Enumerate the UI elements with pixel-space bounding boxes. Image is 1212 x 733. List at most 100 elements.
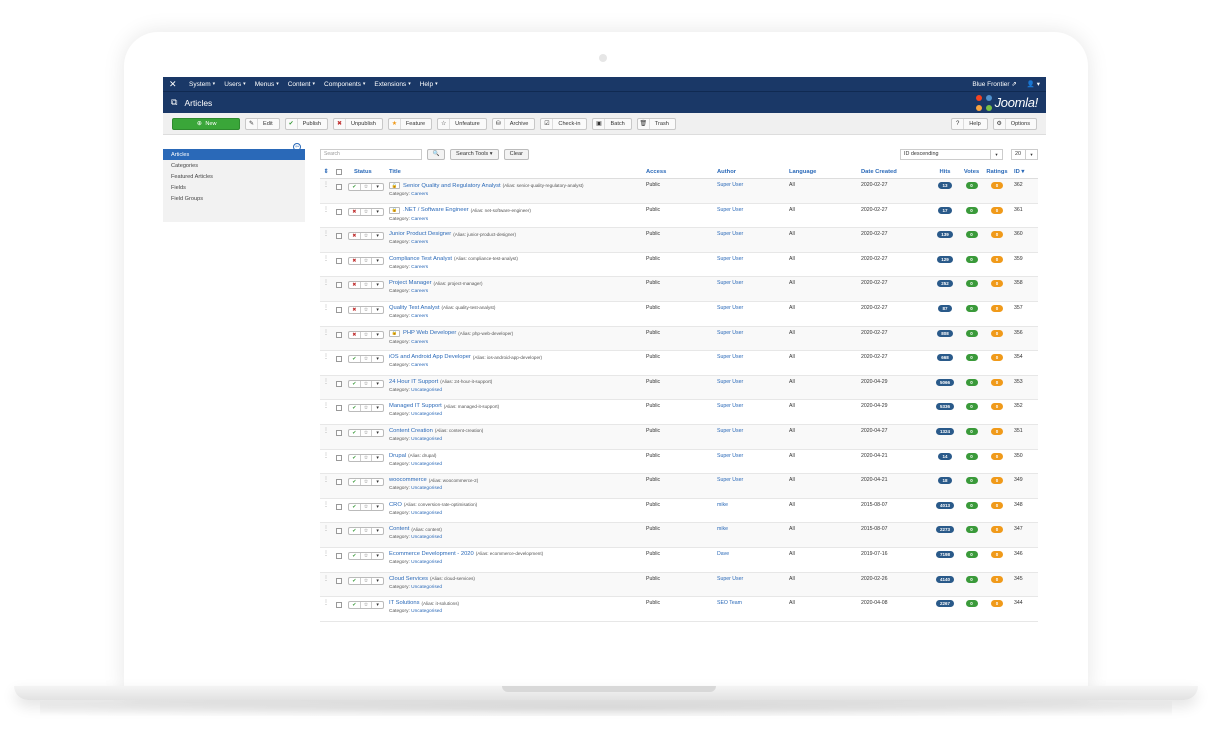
featured-toggle-icon[interactable]: ☆ xyxy=(361,479,373,486)
drag-handle-icon[interactable]: ⋮ xyxy=(323,550,329,557)
actions-dropdown-icon[interactable]: ▾ xyxy=(376,356,379,363)
article-title-link[interactable]: Junior Product Designer xyxy=(389,231,452,238)
options-button[interactable]: ⚙ Options xyxy=(992,117,1037,130)
article-title-link[interactable]: CRO xyxy=(389,501,402,508)
featured-toggle-icon[interactable]: ☆ xyxy=(361,552,373,559)
drag-handle-icon[interactable]: ⋮ xyxy=(323,427,329,434)
clear-button[interactable]: Clear xyxy=(503,148,529,160)
article-title-link[interactable]: iOS and Android App Developer xyxy=(389,354,471,361)
drag-handle-icon[interactable]: ⋮ xyxy=(323,403,329,410)
published-icon[interactable]: ✔ xyxy=(349,429,361,436)
article-title-link[interactable]: Managed IT Support xyxy=(389,403,442,410)
article-title-link[interactable]: Cloud Services xyxy=(389,575,428,582)
id-header[interactable]: ID ▾ xyxy=(1014,168,1025,175)
sidebar-item-featured-articles[interactable]: Featured Articles xyxy=(163,171,305,182)
new-button[interactable]: ⊕ New xyxy=(172,117,240,130)
category-link[interactable]: Careers xyxy=(411,289,429,295)
drag-handle-icon[interactable]: ⋮ xyxy=(323,182,329,188)
row-checkbox[interactable] xyxy=(336,552,342,559)
author-link[interactable]: Super User xyxy=(717,280,744,287)
published-icon[interactable]: ✔ xyxy=(349,380,361,387)
joomla-menu-icon[interactable]: ✕ xyxy=(169,79,177,89)
menu-components[interactable]: Components ▾ xyxy=(324,81,365,88)
article-title-link[interactable]: Senior Quality and Regulatory Analyst xyxy=(403,182,501,189)
author-link[interactable]: Super User xyxy=(717,329,744,336)
category-link[interactable]: Uncategorised xyxy=(411,436,443,442)
featured-toggle-icon[interactable]: ☆ xyxy=(361,282,373,289)
featured-toggle-icon[interactable]: ☆ xyxy=(361,331,373,338)
publish-button[interactable]: ✔ Publish xyxy=(284,117,328,130)
date-header[interactable]: Date Created xyxy=(861,168,897,175)
drag-handle-icon[interactable]: ⋮ xyxy=(323,206,329,213)
menu-extensions[interactable]: Extensions ▾ xyxy=(374,81,410,88)
access-header[interactable]: Access xyxy=(646,168,667,175)
category-link[interactable]: Uncategorised xyxy=(411,486,443,492)
author-link[interactable]: mike xyxy=(717,501,728,508)
row-checkbox[interactable] xyxy=(336,233,342,240)
row-checkbox[interactable] xyxy=(336,356,342,363)
actions-dropdown-icon[interactable]: ▾ xyxy=(376,454,379,461)
article-title-link[interactable]: IT Solutions xyxy=(389,600,420,607)
author-link[interactable]: Super User xyxy=(717,452,744,459)
order-header[interactable]: ⇕ xyxy=(323,168,329,175)
article-title-link[interactable]: Compliance Test Analyst xyxy=(389,255,453,262)
category-link[interactable]: Uncategorised xyxy=(411,559,443,565)
check-all-checkbox[interactable] xyxy=(336,168,342,175)
category-link[interactable]: Uncategorised xyxy=(411,412,443,418)
actions-dropdown-icon[interactable]: ▾ xyxy=(376,577,379,584)
row-checkbox[interactable] xyxy=(336,184,342,190)
featured-toggle-icon[interactable]: ☆ xyxy=(361,184,373,190)
status-header[interactable]: Status xyxy=(354,168,372,175)
published-icon[interactable]: ✔ xyxy=(349,356,361,363)
actions-dropdown-icon[interactable]: ▾ xyxy=(376,528,379,535)
check-in-button[interactable]: ☑ Check-in xyxy=(540,117,588,130)
drag-handle-icon[interactable]: ⋮ xyxy=(323,378,329,385)
unpublished-icon[interactable]: ✖ xyxy=(349,331,361,338)
featured-toggle-icon[interactable]: ☆ xyxy=(361,528,373,535)
category-link[interactable]: Careers xyxy=(411,313,429,319)
row-checkbox[interactable] xyxy=(336,208,342,215)
article-title-link[interactable]: 24 Hour IT Support xyxy=(389,378,439,385)
featured-toggle-icon[interactable]: ☆ xyxy=(361,602,373,609)
unpublished-icon[interactable]: ✖ xyxy=(349,282,361,289)
actions-dropdown-icon[interactable]: ▾ xyxy=(376,479,379,486)
author-link[interactable]: Super User xyxy=(717,427,744,434)
category-link[interactable]: Uncategorised xyxy=(411,584,443,590)
sidebar-item-categories[interactable]: Categories xyxy=(163,160,305,171)
menu-help[interactable]: Help ▾ xyxy=(420,81,438,88)
drag-handle-icon[interactable]: ⋮ xyxy=(323,329,329,336)
feature-button[interactable]: ★ Feature xyxy=(387,117,433,130)
featured-toggle-icon[interactable]: ☆ xyxy=(361,577,373,584)
published-icon[interactable]: ✔ xyxy=(349,454,361,461)
drag-handle-icon[interactable]: ⋮ xyxy=(323,280,329,287)
row-checkbox[interactable] xyxy=(336,602,342,609)
row-checkbox[interactable] xyxy=(336,479,342,486)
author-link[interactable]: Super User xyxy=(717,304,744,311)
author-link[interactable]: Super User xyxy=(717,206,744,213)
author-link[interactable]: Super User xyxy=(717,378,744,385)
actions-dropdown-icon[interactable]: ▾ xyxy=(376,257,379,264)
sort-select[interactable]: ID descending ▾ xyxy=(900,148,1003,160)
category-link[interactable]: Uncategorised xyxy=(411,510,443,516)
featured-toggle-icon[interactable]: ☆ xyxy=(361,429,373,436)
search-tools-button[interactable]: Search Tools ▾ xyxy=(450,148,499,160)
drag-handle-icon[interactable]: ⋮ xyxy=(323,452,329,459)
featured-toggle-icon[interactable]: ☆ xyxy=(361,306,373,313)
actions-dropdown-icon[interactable]: ▾ xyxy=(376,405,379,412)
row-checkbox[interactable] xyxy=(336,331,342,338)
category-link[interactable]: Careers xyxy=(411,192,429,197)
lock-icon[interactable]: 🔒 xyxy=(389,182,400,189)
featured-toggle-icon[interactable]: ☆ xyxy=(361,503,373,510)
row-checkbox[interactable] xyxy=(336,429,342,436)
actions-dropdown-icon[interactable]: ▾ xyxy=(376,503,379,510)
drag-handle-icon[interactable]: ⋮ xyxy=(323,501,329,508)
actions-dropdown-icon[interactable]: ▾ xyxy=(376,306,379,313)
published-icon[interactable]: ✔ xyxy=(349,602,361,609)
author-link[interactable]: Super User xyxy=(717,477,744,484)
unpublished-icon[interactable]: ✖ xyxy=(349,208,361,215)
sidebar-item-field-groups[interactable]: Field Groups xyxy=(163,193,305,204)
featured-toggle-icon[interactable]: ☆ xyxy=(361,356,373,363)
featured-toggle-icon[interactable]: ☆ xyxy=(361,454,373,461)
actions-dropdown-icon[interactable]: ▾ xyxy=(376,208,379,215)
menu-menus[interactable]: Menus ▾ xyxy=(255,81,279,88)
